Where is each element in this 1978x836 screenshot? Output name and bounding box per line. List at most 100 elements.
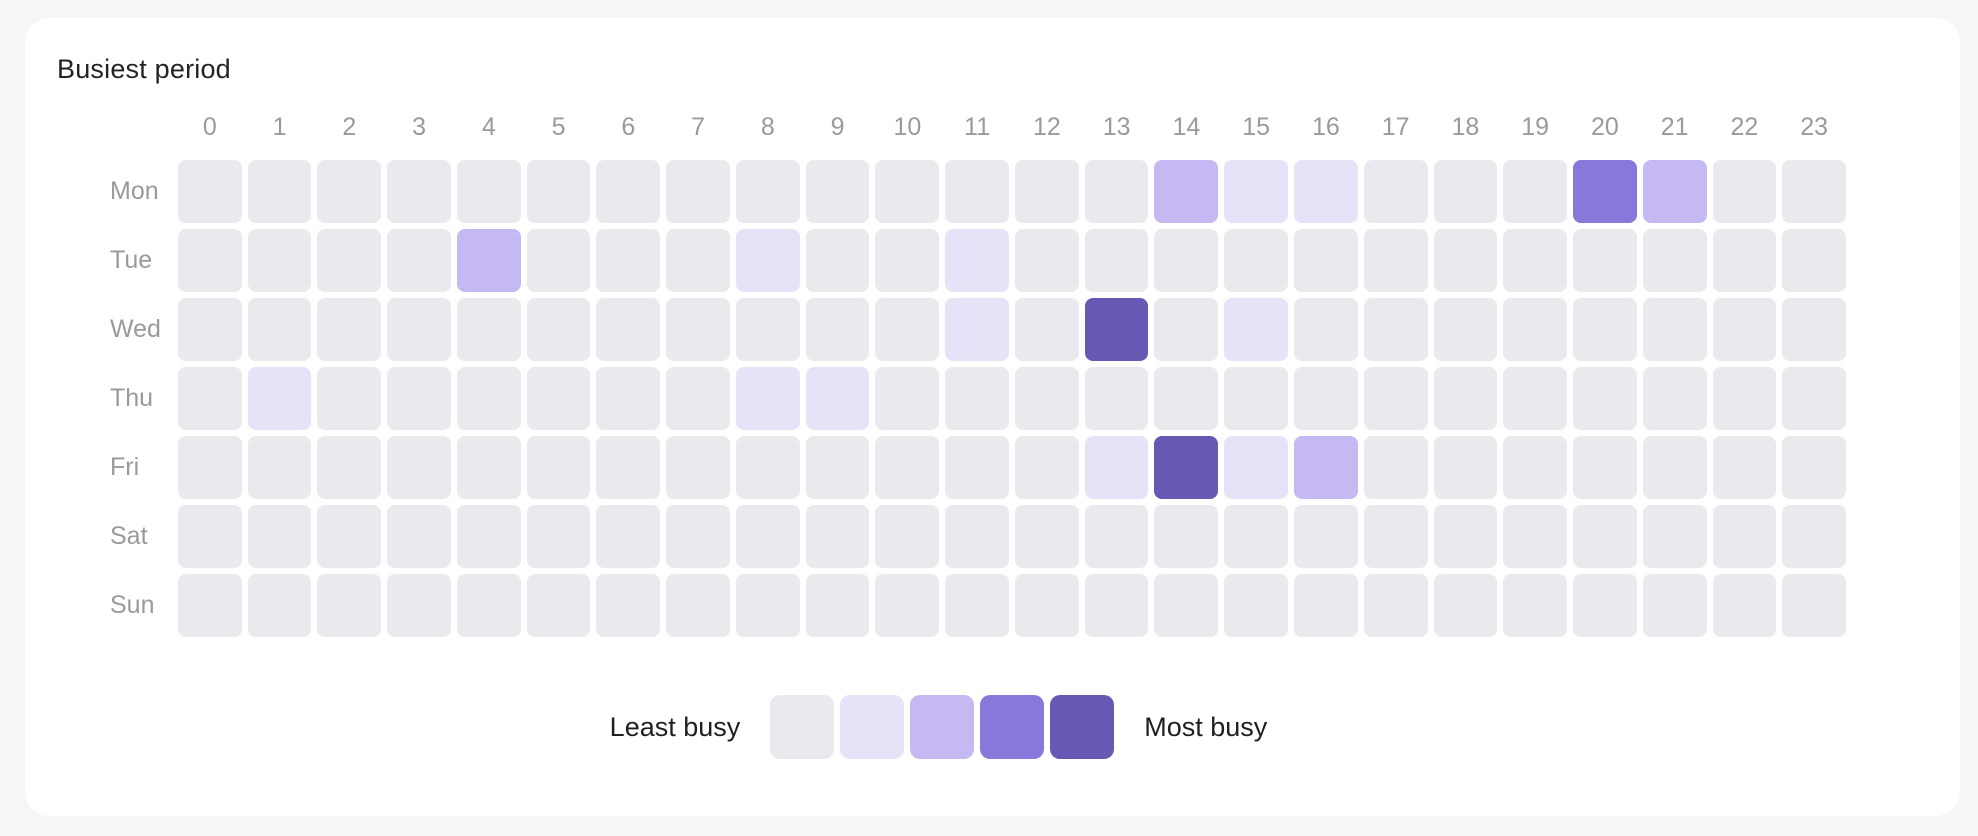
cell-tue-18 (1433, 229, 1498, 292)
cell-thu-13 (1084, 367, 1149, 430)
cell-mon-21 (1642, 160, 1707, 223)
cell-sun-19 (1503, 574, 1568, 637)
cell-fri-2 (317, 436, 382, 499)
heatmap-row-thu: Thu (25, 367, 1852, 430)
cell-wed-1 (247, 298, 312, 361)
cell-tue-14 (1154, 229, 1219, 292)
cell-fri-0 (177, 436, 242, 499)
cell-mon-12 (1014, 160, 1079, 223)
heatmap-rows: Mon Tue Wed Thu Fri Sat Sun (25, 160, 1852, 643)
cell-tue-12 (1014, 229, 1079, 292)
cell-wed-9 (805, 298, 870, 361)
cell-thu-10 (875, 367, 940, 430)
cell-wed-22 (1712, 298, 1777, 361)
cell-sat-15 (1224, 505, 1288, 568)
heatmap-row-wed: Wed (25, 298, 1852, 361)
cell-tue-6 (596, 229, 661, 292)
cell-mon-14 (1154, 160, 1219, 223)
cell-thu-8 (735, 367, 800, 430)
cell-tue-23 (1782, 229, 1847, 292)
cell-tue-21 (1642, 229, 1707, 292)
heatmap-row-sat: Sat (25, 505, 1852, 568)
hour-label-11: 11 (964, 112, 991, 141)
cell-sat-13 (1084, 505, 1149, 568)
cell-fri-13 (1084, 436, 1149, 499)
cell-wed-5 (526, 298, 591, 361)
hour-label-20: 20 (1590, 112, 1619, 141)
legend-swatches (770, 695, 1115, 759)
hour-label-2: 2 (342, 112, 357, 141)
cell-sun-2 (317, 574, 382, 637)
cell-tue-16 (1294, 229, 1358, 292)
heatmap-row-mon: Mon (25, 160, 1852, 223)
cell-wed-13 (1084, 298, 1149, 361)
cell-tue-10 (875, 229, 940, 292)
hour-label-3: 3 (412, 112, 427, 141)
cell-tue-2 (317, 229, 382, 292)
cell-sun-5 (526, 574, 591, 637)
cell-wed-21 (1642, 298, 1707, 361)
cell-wed-10 (875, 298, 940, 361)
cell-thu-0 (177, 367, 242, 430)
day-label-sat: Sat (110, 522, 148, 550)
cell-thu-20 (1573, 367, 1637, 430)
cell-sun-10 (875, 574, 940, 637)
cell-sun-1 (247, 574, 312, 637)
cell-mon-2 (317, 160, 382, 223)
cell-wed-16 (1294, 298, 1358, 361)
hour-label-19: 19 (1521, 112, 1550, 141)
heatmap-row-fri: Fri (25, 436, 1852, 499)
cell-tue-3 (387, 229, 451, 292)
cell-fri-15 (1224, 436, 1288, 499)
hour-label-1: 1 (272, 112, 287, 141)
cell-wed-14 (1154, 298, 1219, 361)
cell-mon-17 (1363, 160, 1428, 223)
cell-fri-9 (805, 436, 870, 499)
cell-tue-1 (247, 229, 312, 292)
cell-sat-17 (1363, 505, 1428, 568)
cell-mon-19 (1503, 160, 1568, 223)
cell-mon-13 (1084, 160, 1149, 223)
legend-swatch-level-3 (980, 695, 1045, 759)
cell-sat-3 (387, 505, 451, 568)
cell-thu-7 (666, 367, 730, 430)
cell-wed-0 (177, 298, 242, 361)
hour-label-10: 10 (893, 112, 922, 141)
hour-label-17: 17 (1381, 112, 1410, 141)
cell-wed-19 (1503, 298, 1568, 361)
cell-wed-6 (596, 298, 661, 361)
cell-sat-21 (1642, 505, 1707, 568)
hour-label-8: 8 (760, 112, 775, 141)
cell-mon-11 (945, 160, 1009, 223)
hour-label-6: 6 (621, 112, 636, 141)
hour-label-9: 9 (830, 112, 845, 141)
hour-label-18: 18 (1451, 112, 1480, 141)
cell-sun-20 (1573, 574, 1637, 637)
cell-sun-12 (1014, 574, 1079, 637)
cell-sun-13 (1084, 574, 1149, 637)
hour-label-0: 0 (202, 112, 217, 141)
cell-sun-3 (387, 574, 451, 637)
heatmap-row-tue: Tue (25, 229, 1852, 292)
cell-fri-17 (1363, 436, 1428, 499)
cell-sun-17 (1363, 574, 1428, 637)
legend-swatch-level-1 (840, 695, 905, 759)
cell-fri-18 (1433, 436, 1498, 499)
cell-sun-11 (945, 574, 1009, 637)
cell-sat-5 (526, 505, 591, 568)
hour-label-22: 22 (1730, 112, 1759, 141)
cell-mon-22 (1712, 160, 1777, 223)
hour-label-16: 16 (1311, 112, 1340, 141)
cell-tue-17 (1363, 229, 1428, 292)
cell-thu-17 (1363, 367, 1428, 430)
cell-thu-11 (945, 367, 1009, 430)
cell-sat-14 (1154, 505, 1219, 568)
cell-thu-4 (456, 367, 521, 430)
heatmap-row-sun: Sun (25, 574, 1852, 637)
cell-wed-23 (1782, 298, 1847, 361)
cell-mon-18 (1433, 160, 1498, 223)
cell-sat-6 (596, 505, 661, 568)
cell-sat-12 (1014, 505, 1079, 568)
cell-tue-13 (1084, 229, 1149, 292)
day-label-mon: Mon (110, 177, 159, 205)
